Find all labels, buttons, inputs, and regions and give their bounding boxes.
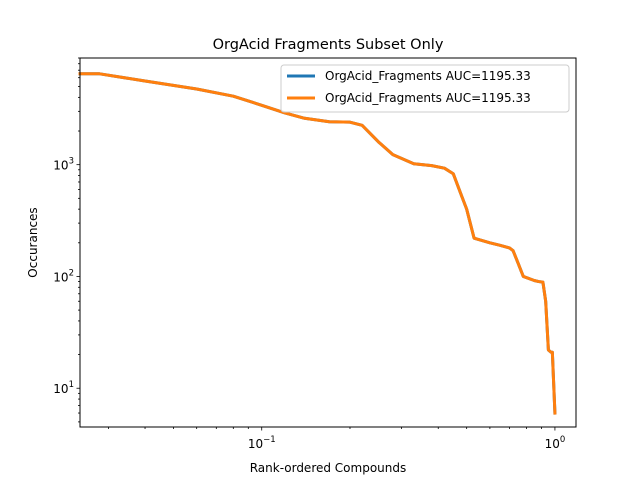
chart-title: OrgAcid Fragments Subset Only — [213, 37, 444, 53]
series-layer — [78, 72, 557, 415]
series-line-2 — [78, 72, 557, 415]
ticks-layer: 10−1 100 101 102 103 — [53, 57, 566, 451]
y-tick-label: 103 — [53, 157, 74, 173]
legend-label-2: OrgAcid_Fragments AUC=1195.33 — [325, 91, 531, 105]
x-tick-label: 10−1 — [248, 435, 276, 451]
legend-box — [280, 64, 570, 113]
x-tick-label: 100 — [545, 435, 566, 451]
legend: OrgAcid_Fragments AUC=1195.33 OrgAcid_Fr… — [280, 64, 570, 113]
plot-area: 10−1 100 101 102 103 — [53, 57, 577, 451]
x-axis-label: Rank-ordered Compounds — [250, 461, 407, 475]
y-tick-label: 101 — [53, 380, 74, 396]
legend-label-1: OrgAcid_Fragments AUC=1195.33 — [325, 69, 531, 83]
y-axis-label: Occurances — [26, 207, 40, 277]
y-tick-label: 102 — [53, 268, 74, 284]
